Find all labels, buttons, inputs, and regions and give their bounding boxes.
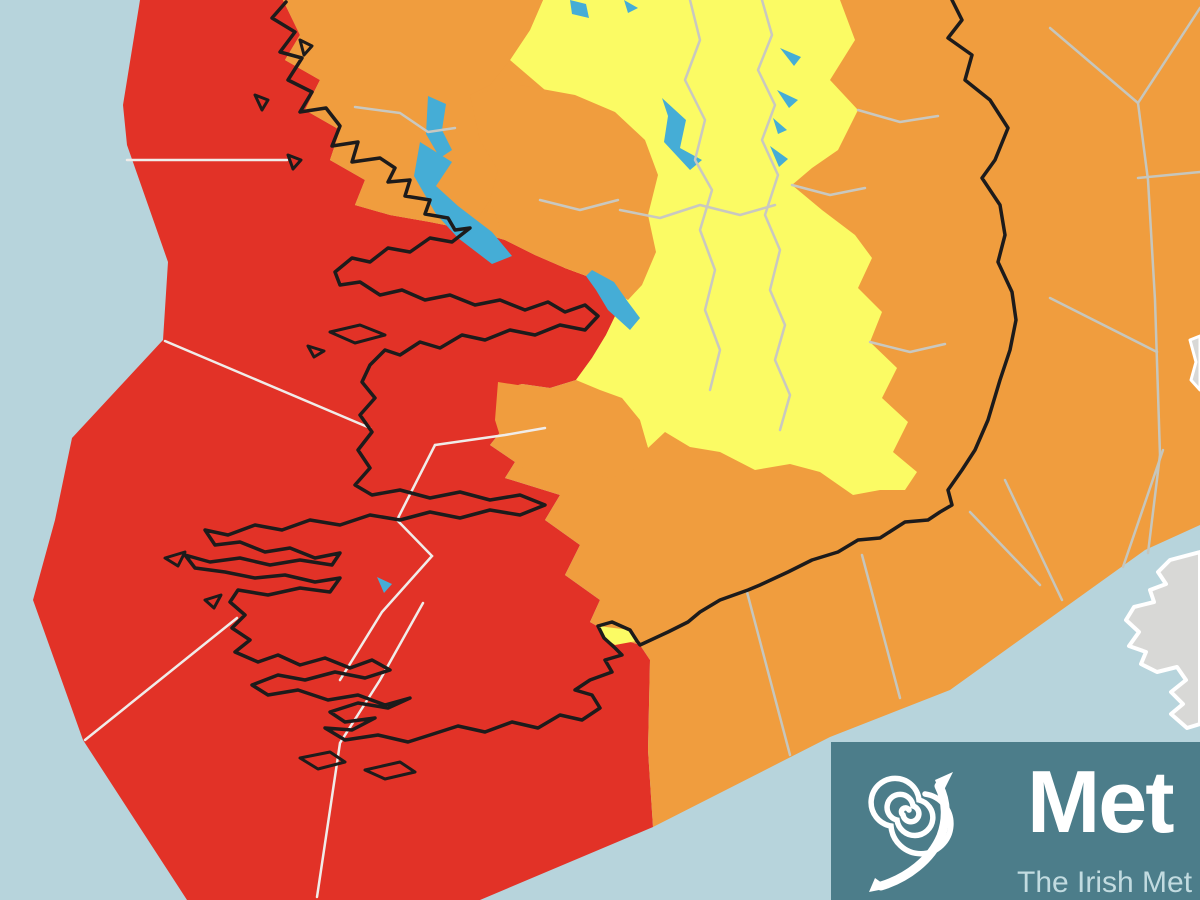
marine-boundary <box>1136 101 1162 555</box>
orange-zone-limerick <box>495 382 648 480</box>
lakes-group <box>377 0 801 593</box>
island-blasket <box>163 550 187 568</box>
marine-boundary <box>860 553 902 700</box>
county-border <box>683 0 722 392</box>
marine-boundary <box>1003 478 1064 602</box>
marine-boundary <box>968 510 1042 587</box>
marine-boundary <box>1048 26 1140 105</box>
marine-boundary <box>1136 170 1200 180</box>
marine-boundaries-grey-group <box>745 6 1200 757</box>
logo-subtitle: The Irish Met <box>1017 866 1193 899</box>
coastline-and-ni-border <box>183 0 1018 744</box>
island <box>253 93 270 112</box>
county-border <box>538 198 620 212</box>
county-border <box>868 340 947 354</box>
orange-zone-midwest <box>470 85 658 300</box>
marine-boundary <box>745 590 792 757</box>
island <box>298 38 314 57</box>
lake-northeast-3 <box>773 118 787 134</box>
lake-lough-mask-corrib <box>414 142 512 264</box>
spiral-outer-sweep <box>876 781 950 891</box>
red-warning-zone <box>33 0 653 900</box>
lake-kerry <box>377 577 392 593</box>
county-border <box>353 105 457 134</box>
lake-lough-derg <box>586 270 640 330</box>
island-aran <box>328 323 387 345</box>
lake-lough-ree <box>662 98 702 170</box>
island-aran-small <box>306 344 326 359</box>
spiral-tip <box>935 772 953 796</box>
lake-north-2 <box>624 0 638 13</box>
spiral-tail <box>869 878 889 892</box>
county-borders-group <box>353 0 947 432</box>
lake-northeast-2 <box>777 90 798 108</box>
county-border <box>618 203 777 220</box>
island <box>203 593 223 610</box>
lake-lough-conn <box>426 96 452 158</box>
county-border <box>790 183 867 197</box>
orange-zone-northwest <box>283 0 543 230</box>
islands-group <box>163 38 417 781</box>
county-border <box>756 0 792 432</box>
marine-boundary-white <box>163 339 372 430</box>
gb-coast-fragment <box>1188 334 1200 392</box>
met-eireann-logo-box: Met É The Irish Met <box>831 742 1200 900</box>
island <box>363 760 417 781</box>
marine-boundary <box>1048 296 1159 354</box>
county-border-white <box>338 443 437 682</box>
marine-boundary-white <box>83 616 239 742</box>
spiral-inner <box>868 775 954 857</box>
county-border-white <box>433 426 547 447</box>
county-border <box>856 108 940 124</box>
island <box>298 750 347 771</box>
lake-northeast-1 <box>780 48 801 66</box>
met-eireann-spiral-icon <box>868 772 954 892</box>
lake-northeast-4 <box>770 146 788 167</box>
marine-boundary <box>1121 448 1165 569</box>
marine-boundary <box>1136 6 1200 105</box>
wales-landmass <box>1124 550 1200 730</box>
yellow-wedge-south-coast <box>598 626 637 645</box>
marine-boundaries-white-group <box>83 158 547 899</box>
island <box>286 153 303 171</box>
marine-boundary-white <box>315 601 425 899</box>
logo-title: Met É <box>1027 752 1200 851</box>
lake-north-1 <box>570 0 589 18</box>
